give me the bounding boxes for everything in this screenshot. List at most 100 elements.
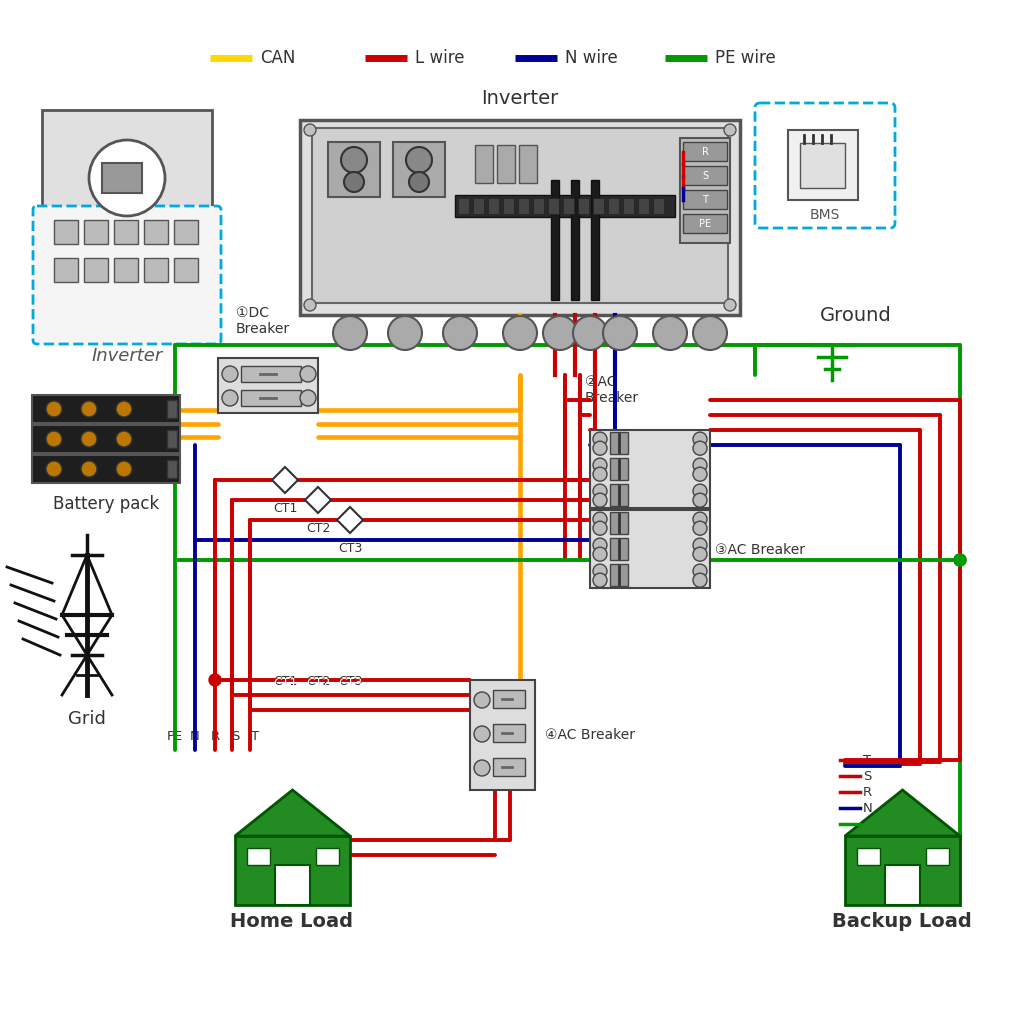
Circle shape: [81, 431, 97, 447]
Polygon shape: [335, 635, 365, 665]
Text: CT2: CT2: [306, 677, 330, 690]
Circle shape: [89, 140, 165, 216]
Circle shape: [474, 692, 490, 708]
Text: ①DC
Breaker: ①DC Breaker: [236, 306, 290, 336]
Circle shape: [222, 366, 238, 382]
Circle shape: [693, 484, 707, 498]
Bar: [683, 190, 727, 209]
Bar: [54, 258, 78, 282]
Bar: [493, 724, 525, 742]
Bar: [102, 163, 142, 193]
Bar: [167, 460, 177, 478]
Bar: [578, 198, 589, 214]
Text: T: T: [702, 195, 708, 205]
Circle shape: [409, 172, 429, 193]
Bar: [800, 143, 845, 188]
Circle shape: [46, 461, 62, 477]
Bar: [32, 455, 180, 483]
Bar: [518, 198, 529, 214]
Circle shape: [954, 554, 966, 566]
Polygon shape: [305, 487, 331, 513]
Bar: [591, 180, 599, 300]
Text: CT1: CT1: [272, 502, 297, 515]
Circle shape: [116, 461, 132, 477]
FancyBboxPatch shape: [33, 206, 221, 344]
Text: CT1: CT1: [272, 675, 297, 688]
Text: Inverter: Inverter: [91, 347, 163, 365]
Bar: [234, 836, 350, 905]
Circle shape: [724, 124, 736, 136]
Circle shape: [209, 674, 221, 686]
Bar: [519, 145, 537, 183]
Text: ④AC Breaker: ④AC Breaker: [545, 728, 635, 742]
Bar: [610, 458, 628, 480]
Bar: [571, 180, 579, 300]
Circle shape: [474, 726, 490, 742]
Bar: [623, 198, 634, 214]
Text: N: N: [190, 730, 200, 743]
Text: S: S: [230, 730, 240, 743]
Bar: [638, 198, 649, 214]
Text: CT3: CT3: [338, 675, 362, 688]
Text: ③AC Breaker: ③AC Breaker: [715, 543, 805, 557]
Bar: [926, 848, 948, 864]
Circle shape: [593, 538, 607, 552]
Bar: [534, 198, 544, 214]
Bar: [312, 128, 728, 303]
Bar: [788, 130, 858, 200]
Circle shape: [300, 390, 316, 406]
Bar: [241, 366, 301, 382]
Bar: [241, 390, 301, 406]
Circle shape: [693, 441, 707, 456]
Circle shape: [593, 494, 607, 507]
Bar: [315, 848, 339, 864]
Polygon shape: [845, 790, 961, 836]
Circle shape: [300, 366, 316, 382]
Circle shape: [46, 401, 62, 417]
Bar: [458, 198, 469, 214]
Bar: [393, 142, 445, 197]
Circle shape: [344, 172, 364, 193]
Circle shape: [333, 316, 367, 350]
Circle shape: [116, 431, 132, 447]
Bar: [114, 258, 138, 282]
Bar: [470, 680, 535, 790]
Circle shape: [81, 401, 97, 417]
Circle shape: [573, 316, 607, 350]
Circle shape: [543, 316, 577, 350]
Circle shape: [653, 316, 687, 350]
Bar: [493, 690, 525, 708]
Text: PE wire: PE wire: [715, 49, 776, 67]
Bar: [683, 142, 727, 161]
Circle shape: [388, 316, 422, 350]
Polygon shape: [272, 637, 298, 663]
Circle shape: [341, 147, 367, 173]
Circle shape: [593, 458, 607, 472]
Bar: [54, 220, 78, 244]
Bar: [610, 484, 628, 506]
Bar: [84, 220, 108, 244]
Bar: [247, 848, 269, 864]
Bar: [683, 214, 727, 233]
Bar: [593, 198, 604, 214]
Bar: [488, 198, 499, 214]
Text: CT2: CT2: [306, 675, 330, 688]
Circle shape: [593, 564, 607, 579]
Circle shape: [81, 461, 97, 477]
Bar: [563, 198, 574, 214]
Text: R: R: [701, 147, 709, 157]
Bar: [455, 195, 675, 217]
Text: S: S: [863, 769, 871, 782]
Polygon shape: [234, 790, 350, 836]
Bar: [680, 138, 730, 243]
Circle shape: [593, 521, 607, 536]
Bar: [32, 395, 180, 423]
Circle shape: [443, 316, 477, 350]
Bar: [218, 358, 318, 413]
Bar: [475, 145, 493, 183]
Text: T: T: [251, 730, 259, 743]
Bar: [328, 142, 380, 197]
Circle shape: [593, 484, 607, 498]
Bar: [497, 145, 515, 183]
Text: PE: PE: [699, 219, 711, 229]
